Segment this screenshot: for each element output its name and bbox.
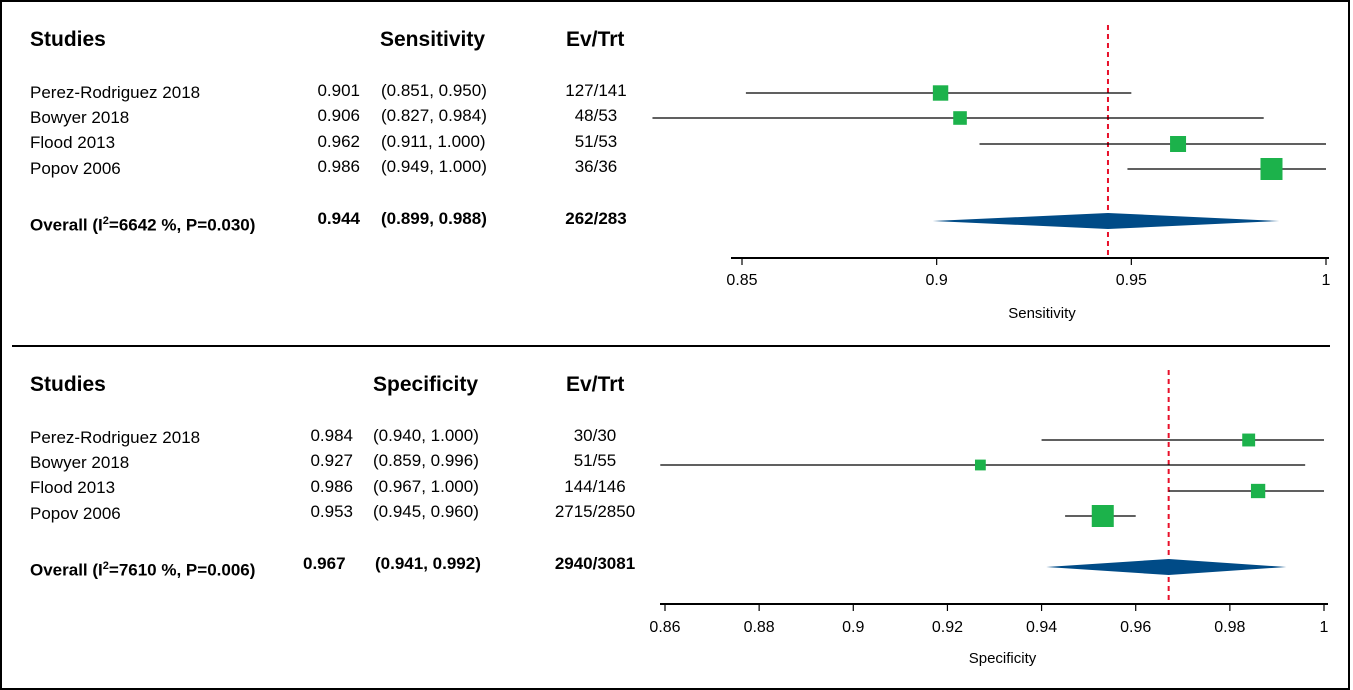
x-tick-label: 0.95	[1116, 272, 1147, 289]
study-ci: (0.859, 0.996)	[373, 451, 479, 470]
study-estimate-marker	[932, 85, 949, 101]
x-tick-label: 0.94	[1026, 619, 1057, 636]
study-estimate-marker	[1091, 505, 1114, 527]
x-tick-label: 0.9	[842, 619, 864, 636]
x-tick-label: 0.86	[649, 619, 680, 636]
sensitivity-plot-area: 0.85 0.9 0.95 1 Sensitivity	[652, 25, 1331, 322]
study-name: Bowyer 2018	[30, 108, 130, 127]
overall-label: Overall (I2=7610 %, P=0.006)	[30, 560, 256, 580]
overall-diamond	[1046, 559, 1287, 575]
overall-events: 262/283	[565, 209, 627, 228]
overall-label: Overall (I2=6642 %, P=0.030)	[30, 215, 256, 235]
study-estimate: 0.927	[310, 451, 353, 470]
study-estimate: 0.901	[317, 81, 360, 100]
study-name: Perez-Rodriguez 2018	[30, 428, 201, 447]
study-estimate: 0.986	[317, 157, 360, 176]
study-estimate-marker	[1170, 136, 1187, 152]
study-estimate-marker	[1260, 158, 1283, 180]
study-ci: (0.967, 1.000)	[373, 477, 479, 496]
study-events: 36/36	[574, 157, 618, 176]
events-header: Ev/Trt	[566, 28, 625, 51]
study-estimate: 0.906	[317, 106, 360, 125]
study-events: 2715/2850	[554, 502, 636, 521]
study-ci: (0.940, 1.000)	[373, 426, 479, 445]
study-estimate: 0.962	[317, 132, 360, 151]
x-tick-label: 0.88	[744, 619, 775, 636]
overall-estimate: 0.944	[317, 209, 360, 228]
overall-events: 2940/3081	[554, 554, 636, 573]
study-estimate: 0.953	[310, 502, 353, 521]
events-header: Ev/Trt	[566, 373, 625, 396]
x-tick-label: 0.98	[1214, 619, 1245, 636]
study-ci: (0.911, 1.000)	[381, 132, 486, 151]
specificity-forest-plot: Studies Specificity Ev/Trt Perez-Rodrigu…	[0, 345, 1353, 675]
study-estimate: 0.984	[310, 426, 353, 445]
study-estimate-marker	[1250, 483, 1266, 499]
panel-divider	[12, 345, 1330, 347]
study-estimate-marker	[974, 459, 986, 471]
study-name: Flood 2013	[30, 133, 116, 152]
study-events: 48/53	[574, 106, 618, 125]
estimate-header: Specificity	[373, 373, 479, 396]
study-estimate-marker	[1242, 433, 1256, 447]
study-name: Popov 2006	[30, 159, 121, 178]
study-ci: (0.949, 1.000)	[381, 157, 487, 176]
overall-ci: (0.941, 0.992)	[375, 554, 481, 573]
studies-header: Studies	[30, 373, 106, 396]
overall-ci: (0.899, 0.988)	[381, 209, 487, 228]
x-axis-label: Sensitivity	[1008, 305, 1076, 322]
study-estimate: 0.986	[310, 477, 353, 496]
overall-estimate: 0.967	[303, 554, 346, 573]
study-name: Perez-Rodriguez 2018	[30, 83, 201, 102]
study-estimate-marker	[953, 111, 967, 125]
study-events: 51/55	[573, 451, 617, 470]
overall-diamond	[932, 213, 1280, 229]
study-name: Flood 2013	[30, 478, 116, 497]
estimate-header: Sensitivity	[380, 28, 486, 51]
x-tick-label: 0.9	[926, 272, 948, 289]
study-ci: (0.851, 0.950)	[381, 81, 487, 100]
x-tick-label: 1	[1322, 272, 1331, 289]
study-events: 127/141	[565, 81, 627, 100]
x-tick-label: 0.85	[726, 272, 757, 289]
x-tick-label: 1	[1320, 619, 1329, 636]
x-tick-label: 0.96	[1120, 619, 1151, 636]
sensitivity-forest-plot: Studies Sensitivity Ev/Trt Perez-Rodrigu…	[0, 0, 1353, 330]
specificity-plot-area: 0.86 0.88 0.9 0.92 0.94 0.96 0.98 1 Specificity	[649, 370, 1329, 667]
study-events: 30/30	[573, 426, 617, 445]
study-events: 51/53	[574, 132, 618, 151]
study-name: Popov 2006	[30, 504, 121, 523]
studies-header: Studies	[30, 28, 106, 51]
study-events: 144/146	[564, 477, 626, 496]
study-name: Bowyer 2018	[30, 453, 130, 472]
study-ci: (0.827, 0.984)	[381, 106, 487, 125]
x-tick-label: 0.92	[932, 619, 963, 636]
x-axis-label: Specificity	[969, 650, 1037, 667]
study-ci: (0.945, 0.960)	[373, 502, 479, 521]
